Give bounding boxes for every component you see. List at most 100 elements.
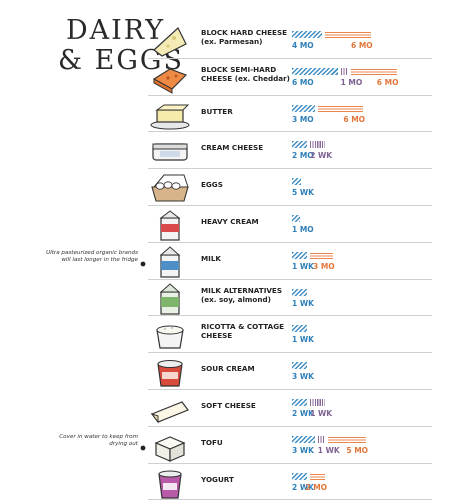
tip-note: Cover in water to keep from drying out [59, 433, 138, 447]
item-name: MILK ALTERNATIVES (ex. soy, almond) [201, 285, 283, 304]
storage-row: BUTTER 3 MO 6 MO [148, 96, 430, 134]
freezer-duration-label: 6 MO [351, 41, 373, 50]
fridge-duration-label: 2 MO [292, 151, 314, 161]
item-name: EGGS [201, 180, 223, 190]
row-divider [148, 131, 432, 133]
fridge-duration-bar [292, 288, 308, 296]
tofu-block-icon [148, 429, 192, 463]
fridge-duration-label: 4 MO [292, 41, 314, 50]
fridge-duration-bar [292, 435, 315, 443]
fridge-duration-label: 3 MO [292, 114, 314, 124]
row-divider [148, 389, 432, 390]
fridge-duration-bar [292, 104, 315, 112]
fridge-duration-label: 2 WK [292, 409, 314, 418]
freezer-duration-bar [351, 67, 397, 75]
tip-marker-icon [140, 252, 146, 267]
freezer-duration-label: 2 MO [305, 482, 328, 492]
item-name: CREAM CHEESE [201, 143, 264, 153]
row-divider [148, 278, 432, 280]
storage-row: HEAVY CREAM 1 MO [148, 206, 430, 244]
storage-row: RICOTTA & COTTAGE CHEESE 1 WK [148, 316, 430, 354]
item-name: SOUR CREAM [201, 364, 255, 374]
storage-row: BLOCK SEMI-HARD CHEESE (ex. Cheddar) 6 MO… [148, 59, 430, 97]
pantry-duration-bar [317, 435, 326, 443]
item-name: RICOTTA & COTTAGE CHEESE [201, 322, 285, 341]
freezer-duration-bar [310, 251, 333, 259]
fridge-duration-bar [292, 141, 308, 149]
row-divider [148, 57, 432, 59]
butter-dish-icon [148, 98, 192, 132]
pantry-duration-label: 1 WK [317, 445, 340, 455]
storage-row: SOFT CHEESE 2 WK 1 WK [148, 390, 430, 428]
row-divider [148, 94, 432, 96]
fridge-duration-label: 1 MO [292, 225, 314, 234]
item-name: HEAVY CREAM [201, 217, 259, 226]
fridge-duration-bar [292, 67, 338, 75]
freezer-duration-label: 3 MO [313, 261, 335, 271]
row-divider [148, 425, 432, 427]
fridge-duration-bar [292, 472, 308, 480]
cream-carton-icon [148, 208, 192, 242]
cheddar-block-icon [148, 61, 192, 95]
cream-cheese-tub-icon [148, 134, 192, 168]
row-divider [148, 352, 432, 354]
freezer-duration-label: 6 MO [343, 114, 366, 124]
fridge-duration-bar [292, 31, 323, 38]
item-name: SOFT CHEESE [201, 401, 256, 410]
sour-cream-tub-icon [148, 355, 192, 389]
fridge-duration-label: 3 WK [292, 372, 314, 382]
item-name: BLOCK HARD CHEESE (ex. Parmesan) [201, 28, 288, 46]
item-name: BLOCK SEMI-HARD CHEESE (ex. Cheddar) [201, 64, 290, 83]
row-divider [148, 241, 432, 243]
pantry-duration-bar [340, 67, 349, 75]
tip-marker-icon [140, 436, 146, 451]
fridge-duration-label: 2 WK [292, 482, 314, 492]
item-name: YOGURT [201, 474, 234, 484]
fridge-duration-bar [292, 325, 308, 333]
freezer-duration-bar [325, 31, 371, 38]
fridge-duration-bar [292, 251, 308, 259]
storage-row: TOFU 3 WK 1 WK 5 MO [148, 427, 430, 465]
storage-row: MILK 1 WK 3 MO [148, 243, 430, 281]
fridge-duration-label: 6 MO [292, 77, 314, 87]
cheese-wedge-icon [148, 24, 192, 58]
tip-note: Ultra pasteurized organic brands will la… [46, 249, 138, 263]
row-divider [148, 315, 432, 317]
pantry-duration-label: 1 WK [310, 409, 333, 418]
fridge-duration-label: 3 WK [292, 445, 314, 455]
freezer-duration-bar [310, 472, 326, 480]
egg-carton-icon [148, 171, 192, 205]
storage-row: SOUR CREAM 3 WK [148, 353, 430, 391]
fridge-duration-label: 5 WK [292, 188, 314, 198]
storage-row: CREAM CHEESE 2 MO 2 WK [148, 132, 430, 170]
milk-carton-icon [148, 245, 192, 279]
item-name: TOFU [201, 437, 223, 447]
fridge-duration-label: 1 WK [292, 298, 314, 308]
storage-row: MILK ALTERNATIVES (ex. soy, almond) 1 WK [148, 280, 430, 318]
soy-milk-carton-icon [148, 282, 192, 316]
fridge-duration-label: 1 WK [292, 261, 314, 271]
pantry-duration-bar [310, 399, 326, 406]
storage-row: BLOCK HARD CHEESE (ex. Parmesan) 4 MO 6 MO [148, 22, 430, 60]
yogurt-cup-icon [148, 466, 192, 500]
freezer-duration-bar [328, 435, 367, 443]
storage-row: YOGURT 2 WK 2 MO [148, 464, 430, 502]
brie-wedge-icon [148, 392, 192, 426]
freezer-duration-label: 6 MO [376, 77, 399, 87]
fridge-duration-bar [292, 362, 308, 370]
row-divider [148, 168, 432, 170]
row-divider [148, 205, 432, 206]
freezer-duration-label: 5 MO [346, 445, 369, 455]
row-divider [148, 462, 432, 464]
pantry-duration-bar [310, 141, 326, 149]
fridge-duration-bar [292, 178, 302, 186]
pantry-duration-label: 1 MO [340, 77, 363, 87]
item-name: MILK [201, 253, 221, 263]
row-divider [148, 499, 432, 501]
ricotta-tub-icon [148, 318, 192, 352]
pantry-duration-label: 2 WK [310, 151, 333, 161]
item-name: BUTTER [201, 106, 233, 116]
page-title: DAIRY [66, 15, 166, 46]
fridge-duration-label: 1 WK [292, 335, 314, 345]
fridge-duration-bar [292, 399, 308, 406]
